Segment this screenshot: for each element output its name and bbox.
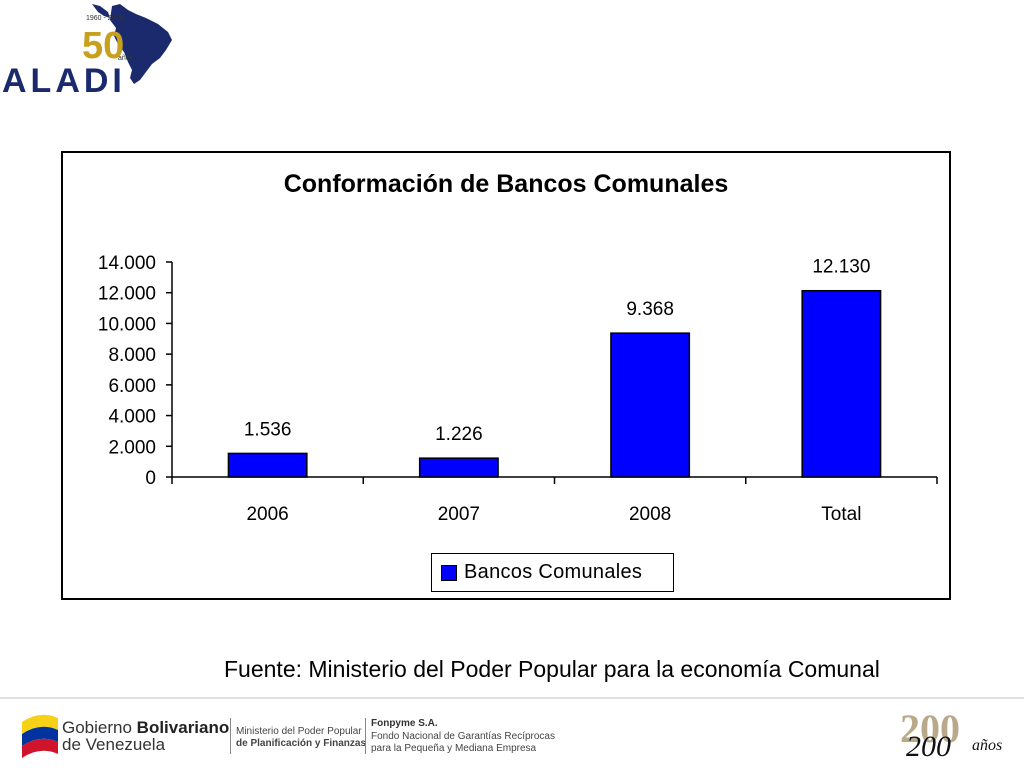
- y-tick-label: 2.000: [108, 437, 156, 458]
- x-tick-label: 2007: [438, 504, 480, 525]
- footer-separator: [230, 718, 231, 754]
- anniversary-years: 1960 - 2010: [86, 15, 123, 22]
- legend-swatch: [441, 564, 457, 581]
- y-tick-label: 10.000: [98, 314, 156, 335]
- y-tick-label: 14.000: [98, 253, 156, 274]
- bar: [610, 332, 691, 478]
- y-tick-label: 4.000: [108, 407, 156, 428]
- ministry-line-1: Ministerio del Poder Popular: [236, 726, 362, 737]
- footer-separator: [365, 718, 366, 754]
- y-tick-label: 12.000: [98, 284, 156, 305]
- bolivariano-word: Bolivariano: [136, 718, 230, 737]
- bar-value-label: 1.536: [244, 419, 292, 440]
- bars: [227, 289, 882, 478]
- chart-title: Conformación de Bancos Comunales: [283, 170, 729, 198]
- bar-value-label: 9.368: [626, 299, 674, 320]
- gobierno-line-1: Gobierno Bolivariano: [62, 718, 229, 738]
- y-axis: 0 2.000 4.000 6.000 8.000 10.000 12.000 14.000: [98, 253, 173, 489]
- fonpyme-line-1: Fonpyme S.A.: [371, 718, 438, 729]
- source-text: Fuente: Ministerio del Poder Popular par…: [224, 656, 880, 682]
- x-axis: 2006 2007 2008 Total: [171, 476, 938, 525]
- bar-value-label: 1.226: [435, 424, 483, 445]
- fonpyme-line-2: Fondo Nacional de Garantías Recíprocas: [371, 731, 555, 742]
- bar: [418, 457, 499, 478]
- south-america-map-icon: [110, 4, 172, 84]
- ministry-line-2: de Planificación y Finanzas: [236, 738, 367, 749]
- venezuela-flag-icon: [22, 714, 58, 758]
- y-tick-label: 8.000: [108, 345, 156, 366]
- anniversary-word: años: [118, 55, 134, 62]
- bicentennial-number: 200: [906, 730, 951, 763]
- central-america-icon: [92, 4, 110, 18]
- x-tick-label: 2006: [246, 504, 288, 525]
- footer-divider: [0, 697, 1024, 699]
- gobierno-line-2: de Venezuela: [62, 735, 166, 754]
- bar-value-label: 12.130: [812, 257, 870, 278]
- aladi-wordmark: ALADI: [2, 62, 126, 100]
- legend-label: Bancos Comunales: [464, 561, 643, 583]
- bar: [227, 452, 308, 478]
- bicentennial-word: años: [972, 737, 1002, 754]
- aladi-logo: 1960 - 2010 50 años ALADI: [2, 4, 172, 100]
- bar: [801, 289, 882, 478]
- y-tick-label: 6.000: [108, 376, 156, 397]
- bicentennial-logo: 200 200 años: [900, 706, 1002, 763]
- x-tick-label: 2008: [629, 504, 671, 525]
- bicentennial-number-shadow: 200: [900, 706, 960, 751]
- y-tick-label: 0: [145, 468, 156, 489]
- anniversary-number: 50: [82, 25, 124, 67]
- bar-labels: 1.536 1.226 9.368 12.130: [244, 257, 871, 445]
- footer-logos: 200 200 años: [22, 706, 1002, 763]
- gobierno-word: Gobierno: [62, 718, 137, 737]
- fonpyme-line-3: para la Pequeña y Mediana Empresa: [371, 743, 537, 754]
- chart-legend: Bancos Comunales: [431, 553, 674, 592]
- x-tick-label: Total: [821, 504, 861, 525]
